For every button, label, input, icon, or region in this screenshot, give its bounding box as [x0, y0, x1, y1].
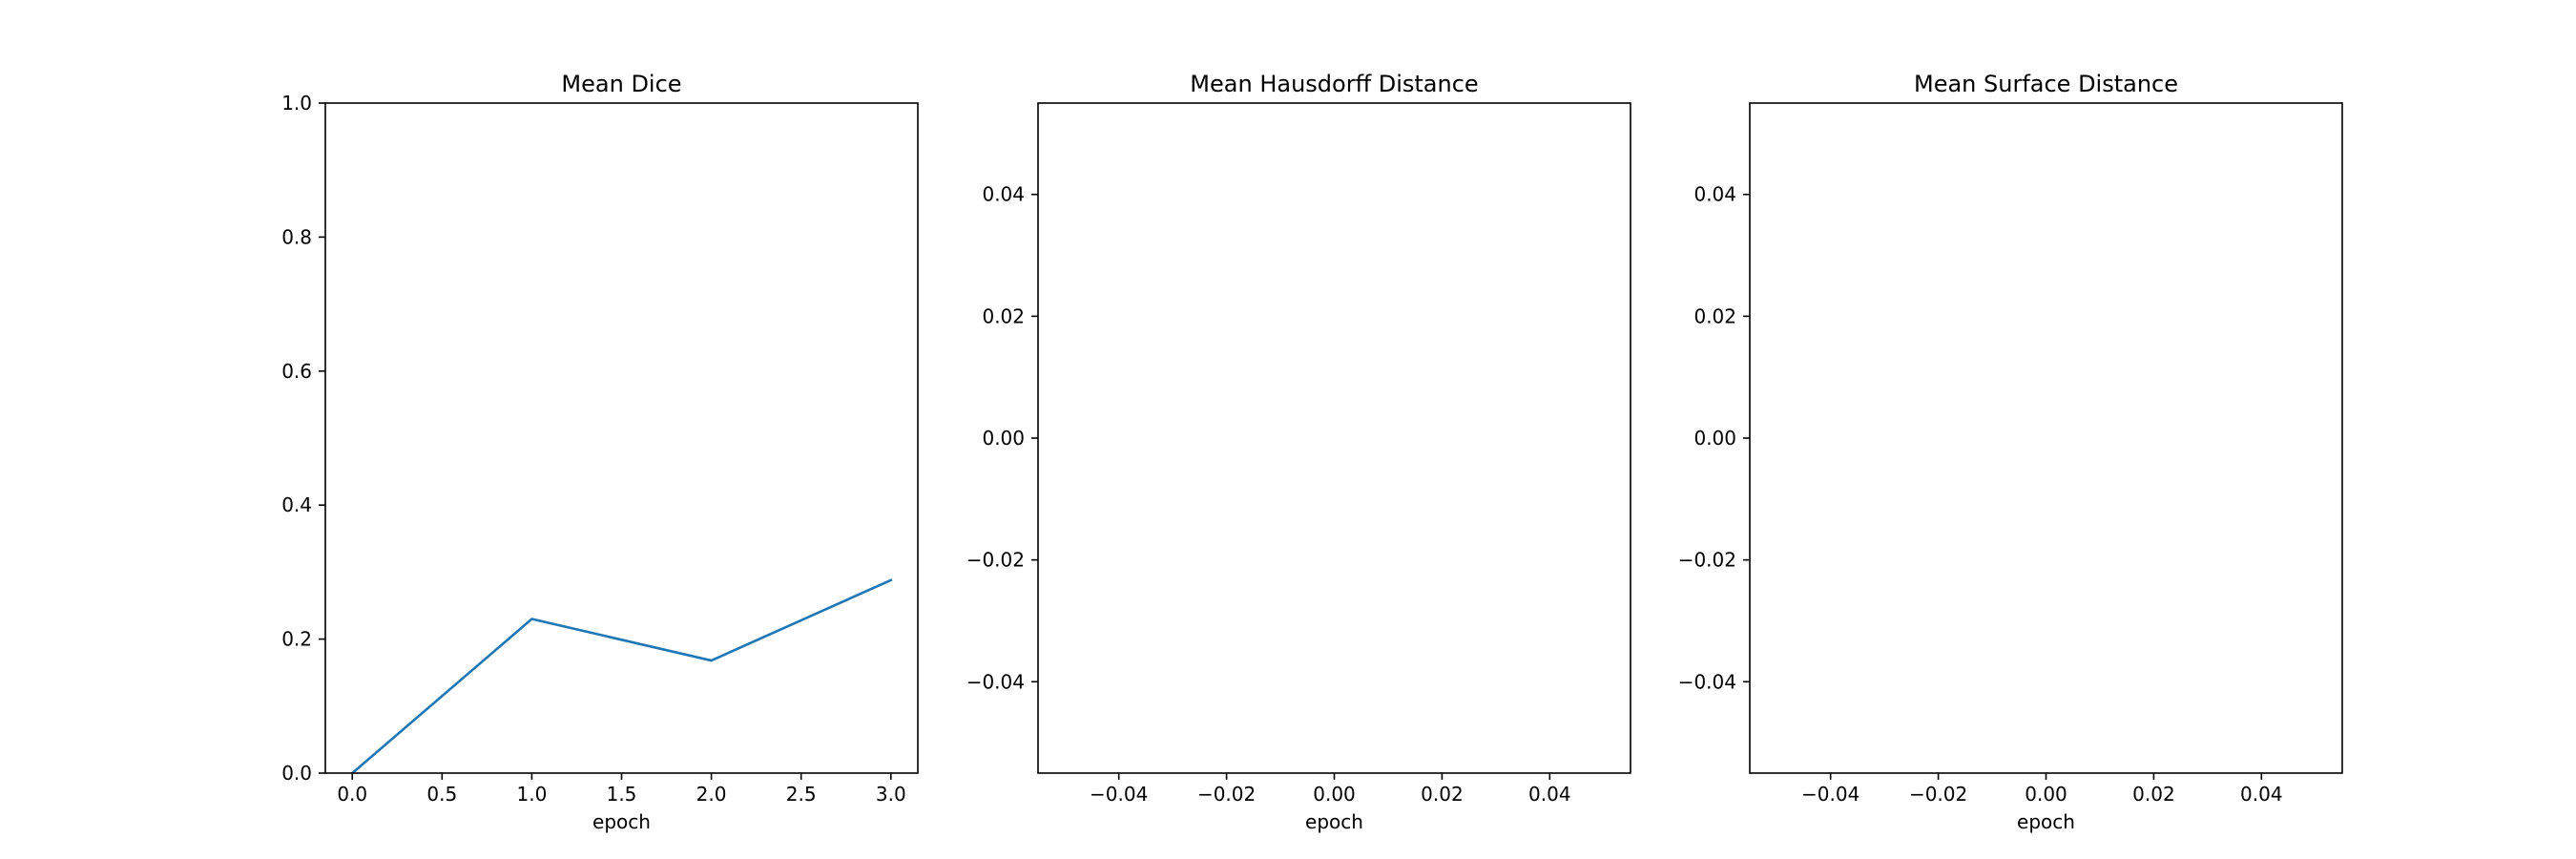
y-tick-label: 0.00: [1693, 427, 1736, 450]
y-tick-label: −0.02: [1678, 549, 1736, 572]
x-tick-label: 1.0: [517, 783, 548, 806]
x-tick-label: 3.0: [876, 783, 906, 806]
y-tick-label: −0.04: [966, 670, 1025, 693]
chart-panel-1: 0.0 0.5 1.0 1.5 2.0 2.5 3.0 0.0 0.2 0.4 0.6 0.8 1.0 M…: [281, 71, 919, 833]
y-tick-label: 0.00: [982, 427, 1025, 450]
chart-title: Mean Hausdorff Distance: [1190, 71, 1478, 97]
x-tick-label: 0.02: [2132, 783, 2175, 806]
chart-title: Mean Dice: [561, 71, 681, 97]
chart-panel-2: −0.04 −0.02 0.00 0.02 0.04 −0.04 −0.02 0.00 0.02…: [966, 71, 1631, 833]
x-axis-label: epoch: [1305, 810, 1363, 833]
x-tick-label: 0.5: [426, 783, 457, 806]
chart-title: Mean Surface Distance: [1914, 71, 2178, 97]
series-line-1: [350, 578, 893, 775]
y-tick-label: −0.02: [966, 549, 1025, 572]
y-tick-label: 0.8: [281, 225, 312, 248]
y-tick-label: 1.0: [281, 92, 312, 115]
x-tick-label: −0.02: [1197, 783, 1256, 806]
x-tick-label: −0.04: [1090, 783, 1148, 806]
x-axis-label: epoch: [592, 810, 651, 833]
x-tick-label: 0.04: [1528, 783, 1571, 806]
x-axis-label: epoch: [2017, 810, 2075, 833]
x-tick-label: 0.0: [337, 783, 367, 806]
axes-frame: [1037, 102, 1631, 774]
chart-panel-3: −0.04 −0.02 0.00 0.02 0.04 −0.04 −0.02 0.00 0.02…: [1678, 71, 2343, 833]
y-tick-label: −0.04: [1678, 670, 1736, 693]
y-tick-label: 0.6: [281, 360, 312, 383]
x-tick-label: −0.04: [1801, 783, 1859, 806]
x-tick-label: 0.02: [1421, 783, 1464, 806]
axes-frame: [324, 102, 919, 774]
y-tick-label: 0.02: [982, 304, 1025, 327]
y-tick-label: 0.02: [1693, 304, 1736, 327]
x-tick-label: 2.5: [786, 783, 817, 806]
y-tick-label: 0.04: [1693, 183, 1736, 206]
x-tick-label: 2.0: [696, 783, 727, 806]
x-tick-label: 0.00: [2025, 783, 2067, 806]
x-tick-label: 0.04: [2240, 783, 2283, 806]
y-tick-label: 0.04: [982, 183, 1025, 206]
x-tick-label: −0.02: [1909, 783, 1967, 806]
y-tick-label: 0.4: [281, 493, 312, 516]
y-tick-label: 0.2: [281, 628, 312, 651]
x-tick-label: 1.5: [607, 783, 637, 806]
axes-frame: [1749, 102, 2343, 774]
y-tick-label: 0.0: [281, 762, 312, 785]
x-tick-label: 0.00: [1313, 783, 1356, 806]
